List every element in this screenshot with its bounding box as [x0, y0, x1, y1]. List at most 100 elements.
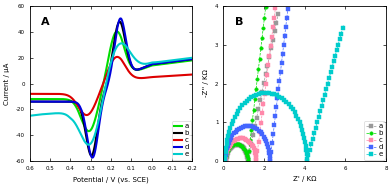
Y-axis label: -Z'' / KΩ: -Z'' / KΩ: [203, 70, 209, 97]
c: [223, 160, 228, 162]
c: [27, 93, 32, 95]
a: [37, 98, 42, 100]
Line: e: e: [29, 43, 192, 145]
d: [285, 17, 289, 19]
d: [131, 67, 136, 69]
d: [27, 100, 32, 103]
d: [270, 137, 275, 140]
d: [118, 17, 123, 20]
d: [285, 8, 290, 10]
c: [168, 75, 172, 77]
Line: d: d: [223, 7, 290, 163]
Legend: a, b, c, d, e: a, b, c, d, e: [364, 121, 385, 160]
e: [300, 129, 305, 131]
a: [224, 160, 229, 162]
a: [127, 60, 131, 63]
d: [127, 54, 131, 56]
b: [151, 63, 156, 65]
a: [122, 48, 127, 50]
e: [27, 115, 32, 117]
e: [341, 24, 346, 27]
d: [190, 58, 195, 60]
c: [151, 76, 156, 78]
a: [254, 117, 259, 119]
b: [168, 61, 172, 63]
b: [131, 67, 136, 70]
c: [228, 144, 233, 146]
c: [131, 75, 136, 77]
X-axis label: Potential / V (vs. SCE): Potential / V (vs. SCE): [73, 176, 149, 183]
c: [84, 114, 89, 116]
c: [127, 70, 131, 73]
c: [37, 93, 42, 95]
d: [223, 158, 228, 160]
c: [273, 7, 278, 9]
e: [131, 56, 136, 58]
Line: c: c: [224, 6, 277, 163]
b: [261, 22, 266, 24]
b: [262, 16, 267, 19]
d: [37, 100, 42, 103]
e: [321, 96, 326, 99]
a: [168, 62, 172, 64]
d: [256, 129, 260, 131]
Line: a: a: [29, 32, 192, 131]
Line: b: b: [29, 22, 192, 156]
a: [251, 134, 256, 136]
b: [27, 100, 32, 103]
b: [117, 21, 122, 23]
b: [225, 150, 229, 153]
d: [122, 30, 127, 33]
b: [37, 100, 42, 103]
e: [307, 151, 311, 154]
a: [131, 68, 136, 70]
a: [87, 130, 91, 132]
e: [168, 59, 172, 62]
c: [226, 146, 231, 148]
c: [261, 98, 266, 100]
a: [114, 30, 119, 33]
Line: c: c: [29, 57, 192, 115]
b: [255, 78, 260, 80]
b: [223, 160, 228, 162]
a: [190, 59, 195, 62]
a: [27, 98, 32, 100]
d: [151, 63, 156, 65]
e: [223, 160, 228, 162]
e: [296, 118, 300, 120]
e: [276, 95, 280, 97]
c: [122, 64, 127, 66]
e: [263, 92, 268, 94]
Line: e: e: [223, 24, 345, 163]
b: [230, 144, 235, 146]
a: [276, 13, 281, 15]
c: [256, 141, 261, 143]
d: [271, 133, 276, 135]
Text: A: A: [41, 17, 50, 27]
b: [122, 36, 127, 39]
b: [127, 57, 131, 59]
c: [115, 56, 120, 58]
e: [119, 42, 124, 45]
e: [86, 144, 91, 146]
e: [122, 44, 127, 46]
a: [249, 142, 254, 145]
e: [127, 49, 131, 51]
b: [263, 6, 268, 8]
d: [90, 157, 95, 159]
e: [151, 61, 156, 64]
a: [253, 121, 258, 123]
X-axis label: Z' / KΩ: Z' / KΩ: [293, 176, 316, 182]
Legend: a, b, c, d, e: a, b, c, d, e: [172, 121, 191, 160]
d: [168, 61, 172, 63]
c: [190, 73, 195, 76]
Line: b: b: [223, 6, 267, 163]
Y-axis label: Current / μA: Current / μA: [4, 62, 10, 105]
d: [223, 160, 228, 162]
d: [227, 139, 232, 141]
b: [89, 154, 94, 157]
c: [250, 145, 255, 148]
a: [224, 156, 229, 159]
e: [37, 113, 42, 116]
Line: a: a: [225, 12, 280, 163]
